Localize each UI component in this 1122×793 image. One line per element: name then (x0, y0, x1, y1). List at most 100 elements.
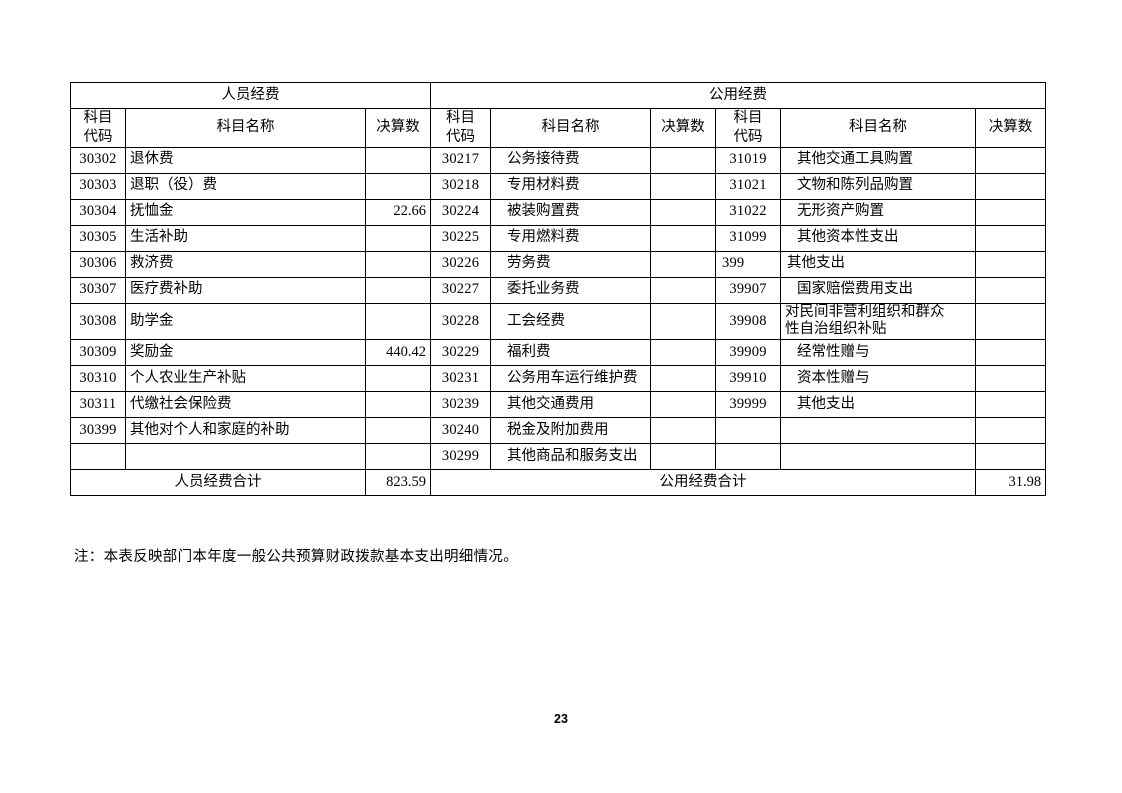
final-amount (364, 172, 432, 200)
subject-code: 39907 (715, 276, 782, 304)
table-band-row: 人员经费 公用经费 (69, 82, 1047, 109)
final-amount (650, 417, 717, 445)
subject-code: 30302 (70, 146, 126, 174)
table-row: 30299 其他商品和服务支出 (70, 443, 1047, 471)
subject-name: 代缴社会保险费 (125, 391, 366, 419)
final-amount (650, 365, 717, 393)
subject-code: 30240 (430, 417, 492, 445)
subject-name: 救济费 (125, 250, 366, 278)
header-code-line2: 代码 (733, 128, 763, 145)
subject-code: 30229 (430, 339, 492, 367)
subject-name: 劳务费 (490, 250, 652, 278)
table-row: 30304 抚恤金 22.66 30224 被装购置费 31022 无形资产购置 (70, 198, 1047, 226)
subject-code: 31099 (715, 224, 782, 252)
final-amount (364, 417, 432, 445)
subject-name: 其他商品和服务支出 (490, 443, 652, 471)
final-amount (650, 224, 717, 252)
subject-name: 生活补助 (125, 224, 366, 252)
final-amount (975, 302, 1047, 341)
subject-code (70, 443, 126, 471)
subject-code: 30311 (70, 391, 126, 419)
subject-code: 39909 (715, 339, 782, 367)
subject-name: 无形资产购置 (780, 198, 977, 226)
subject-code: 39999 (715, 391, 782, 419)
final-amount (364, 365, 432, 393)
subject-code: 30310 (70, 365, 126, 393)
final-amount (975, 146, 1047, 174)
column-header-amount-3: 决算数 (975, 108, 1047, 148)
final-amount (650, 443, 717, 471)
subject-name (780, 443, 977, 471)
subject-code: 31022 (715, 198, 782, 226)
subject-name: 其他交通工具购置 (780, 146, 977, 174)
page-number: 23 (554, 712, 568, 726)
table-row: 30310 个人农业生产补贴 30231 公务用车运行维护费 39910 资本性… (70, 365, 1047, 393)
final-amount (975, 365, 1047, 393)
final-amount (975, 391, 1047, 419)
table-row: 30305 生活补助 30225 专用燃料费 31099 其他资本性支出 (70, 224, 1047, 252)
table-row: 30311 代缴社会保险费 30239 其他交通费用 39999 其他支出 (70, 391, 1047, 419)
subject-name: 委托业务费 (490, 276, 652, 304)
final-amount (650, 146, 717, 174)
header-code-line1: 科目 (83, 110, 113, 126)
final-amount (975, 224, 1047, 252)
table-row: 30306 救济费 30226 劳务费 399 其他支出 (70, 250, 1047, 278)
table-footnote: 注：本表反映部门本年度一般公共预算财政拨款基本支出明细情况。 (74, 549, 518, 565)
final-amount (364, 276, 432, 304)
final-amount (975, 417, 1047, 445)
total-label-personnel: 人员经费合计 (70, 469, 366, 497)
final-amount (650, 339, 717, 367)
subject-name: 专用材料费 (490, 172, 652, 200)
subject-name: 税金及附加费用 (490, 417, 652, 445)
subject-code: 30307 (70, 276, 126, 304)
column-header-name-2: 科目名称 (490, 108, 652, 148)
subject-name: 对民间非营利组织和群众 性自治组织补贴 (780, 302, 977, 341)
final-amount (975, 250, 1047, 278)
subject-code: 30305 (70, 224, 126, 252)
final-amount (975, 198, 1047, 226)
subject-code: 30228 (430, 302, 492, 341)
subject-code (715, 443, 782, 471)
band-personnel: 人员经费 (69, 82, 432, 109)
subject-name: 医疗费补助 (125, 276, 366, 304)
final-amount (975, 339, 1047, 367)
subject-name: 文物和陈列品购置 (780, 172, 977, 200)
subject-name: 助学金 (125, 302, 366, 341)
subject-name (125, 443, 366, 471)
column-header-name-1: 科目名称 (125, 108, 366, 148)
band-public: 公用经费 (430, 82, 1047, 109)
subject-code: 30217 (430, 146, 492, 174)
subject-name: 奖励金 (125, 339, 366, 367)
subject-code: 30231 (430, 365, 492, 393)
subject-code: 30227 (430, 276, 492, 304)
final-amount (364, 224, 432, 252)
subject-code: 31021 (715, 172, 782, 200)
subject-name: 其他交通费用 (490, 391, 652, 419)
subject-code: 30303 (70, 172, 126, 200)
subject-code: 30306 (70, 250, 126, 278)
header-code-line2: 代码 (83, 128, 113, 145)
subject-name: 福利费 (490, 339, 652, 367)
subject-name: 工会经费 (490, 302, 652, 341)
subject-name: 公务用车运行维护费 (490, 365, 652, 393)
subject-name: 抚恤金 (125, 198, 366, 226)
subject-name: 其他支出 (780, 250, 977, 278)
final-amount (650, 172, 717, 200)
header-code-line1: 科目 (446, 110, 476, 126)
final-amount (650, 276, 717, 304)
subject-name: 其他对个人和家庭的补助 (125, 417, 366, 445)
subject-code: 30304 (70, 198, 126, 226)
subject-name: 国家赔偿费用支出 (780, 276, 977, 304)
header-code-line1: 科目 (733, 110, 763, 126)
subject-code: 30239 (430, 391, 492, 419)
table-row: 30307 医疗费补助 30227 委托业务费 39907 国家赔偿费用支出 (70, 276, 1047, 304)
table-row: 30399 其他对个人和家庭的补助 30240 税金及附加费用 (70, 417, 1047, 445)
final-amount (364, 443, 432, 471)
final-amount: 22.66 (364, 198, 432, 226)
column-header-name-3: 科目名称 (780, 108, 977, 148)
column-header-code-2: 科目 代码 (430, 108, 492, 148)
final-amount (650, 250, 717, 278)
subject-code: 30299 (430, 443, 492, 471)
table-header-row: 科目 代码 科目名称 决算数 科目 代码 科目名称 决算数 科目 代码 科目名称… (70, 108, 1047, 148)
